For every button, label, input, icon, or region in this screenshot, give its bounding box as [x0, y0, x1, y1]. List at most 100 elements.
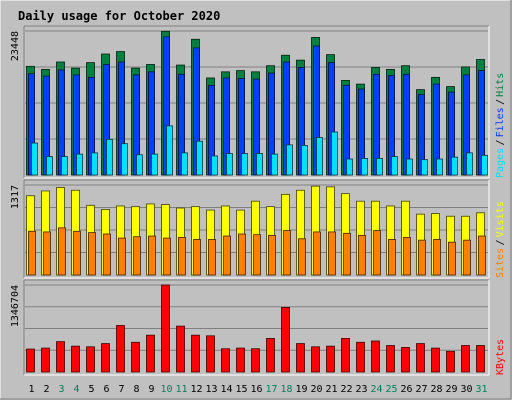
day-label-12: 12 [190, 384, 202, 395]
bar-sites-day-30 [463, 239, 471, 276]
bar-kbytes-day-2 [41, 347, 50, 373]
legend-separator: / [495, 239, 506, 245]
y-axis-max-label: 23448 [10, 31, 21, 61]
bar-sites-day-22 [343, 232, 351, 276]
day-label-3: 3 [58, 384, 64, 395]
bar-pages-day-5 [91, 152, 98, 176]
day-label-2: 2 [43, 384, 49, 395]
day-label-24: 24 [370, 384, 382, 395]
bar-pages-day-29 [451, 156, 458, 176]
bar-sites-day-3 [58, 227, 66, 276]
bar-kbytes-day-7 [116, 325, 125, 373]
panel-legend: Pages / Files / Hits [495, 73, 506, 178]
bar-kbytes-day-22 [341, 338, 350, 373]
bar-pages-day-14 [226, 153, 233, 176]
day-label-10: 10 [160, 384, 172, 395]
bar-sites-day-13 [208, 239, 216, 276]
bar-kbytes-day-21 [326, 345, 335, 373]
day-label-30: 30 [460, 384, 472, 395]
bar-kbytes-day-13 [206, 335, 215, 373]
bar-pages-day-21 [331, 131, 338, 176]
day-label-26: 26 [400, 384, 412, 395]
bar-pages-day-19 [301, 145, 308, 176]
bar-sites-day-8 [133, 236, 141, 276]
bar-sites-day-15 [238, 233, 246, 276]
day-label-19: 19 [295, 384, 307, 395]
bar-pages-day-20 [316, 137, 323, 176]
bar-pages-day-10 [166, 125, 173, 176]
bar-sites-day-11 [178, 237, 186, 276]
bar-pages-day-22 [346, 158, 353, 176]
bar-pages-day-1 [31, 142, 38, 176]
bar-pages-day-6 [106, 138, 113, 176]
bar-sites-day-21 [328, 231, 336, 276]
bar-pages-day-13 [211, 155, 218, 176]
bar-kbytes-day-15 [236, 347, 245, 373]
bar-sites-day-14 [223, 235, 231, 276]
panel-visits-sites: 1317 Sites / Visits [10, 179, 506, 279]
bar-kbytes-day-29 [446, 350, 455, 373]
panel-legend: KBytes [495, 339, 506, 375]
bar-sites-day-19 [298, 238, 306, 276]
legend-separator: / [495, 139, 506, 145]
bar-pages-day-2 [46, 156, 53, 176]
bar-kbytes-day-14 [221, 348, 230, 373]
series-kbytes [26, 284, 485, 373]
legend-hits: Hits [495, 73, 506, 97]
bar-pages-day-12 [196, 140, 203, 176]
bar-kbytes-day-25 [386, 345, 395, 373]
legend-separator: / [495, 99, 506, 105]
bar-kbytes-day-1 [26, 348, 35, 373]
bar-sites-day-5 [88, 232, 96, 276]
bar-sites-day-9 [148, 235, 156, 276]
bar-sites-day-1 [28, 230, 36, 276]
bar-sites-day-4 [73, 230, 81, 276]
series-pages [31, 125, 488, 176]
day-label-29: 29 [445, 384, 457, 395]
day-label-25: 25 [385, 384, 397, 395]
day-label-31: 31 [475, 384, 487, 395]
bar-sites-day-27 [418, 239, 426, 276]
day-label-17: 17 [265, 384, 277, 395]
bar-sites-day-28 [433, 239, 441, 276]
day-label-4: 4 [73, 384, 79, 395]
bar-pages-day-15 [241, 153, 248, 176]
bar-sites-day-16 [253, 234, 261, 276]
day-label-27: 27 [415, 384, 427, 395]
legend-visits: Visits [495, 201, 506, 237]
bar-pages-day-31 [481, 154, 488, 176]
day-label-9: 9 [148, 384, 154, 395]
y-axis-max-label: 1317 [10, 185, 21, 209]
bar-pages-day-28 [436, 158, 443, 176]
day-label-1: 1 [28, 384, 34, 395]
bar-sites-day-12 [193, 239, 201, 276]
day-label-13: 13 [205, 384, 217, 395]
bar-kbytes-day-5 [86, 346, 95, 373]
bar-pages-day-24 [376, 158, 383, 176]
bar-pages-day-26 [406, 158, 413, 176]
bar-pages-day-23 [361, 158, 368, 176]
series-sites [28, 227, 486, 276]
bar-pages-day-30 [466, 152, 473, 176]
legend-kbytes: KBytes [495, 339, 506, 375]
day-label-11: 11 [175, 384, 187, 395]
day-label-15: 15 [235, 384, 247, 395]
bar-kbytes-day-28 [431, 347, 440, 373]
bar-pages-day-17 [271, 153, 278, 176]
bar-pages-day-27 [421, 159, 428, 176]
bar-sites-day-31 [478, 235, 486, 276]
bar-kbytes-day-24 [371, 340, 380, 373]
legend-sites: Sites [495, 248, 506, 278]
day-label-23: 23 [355, 384, 367, 395]
bar-kbytes-day-16 [251, 348, 260, 373]
bar-pages-day-7 [121, 143, 128, 176]
bar-pages-day-3 [61, 156, 68, 176]
panel-legend: Sites / Visits [495, 201, 506, 278]
y-axis-max-label: 1346704 [10, 285, 21, 327]
bar-sites-day-20 [313, 231, 321, 276]
bar-kbytes-day-11 [176, 325, 185, 373]
day-label-22: 22 [340, 384, 352, 395]
bar-sites-day-23 [358, 234, 366, 276]
day-label-18: 18 [280, 384, 292, 395]
